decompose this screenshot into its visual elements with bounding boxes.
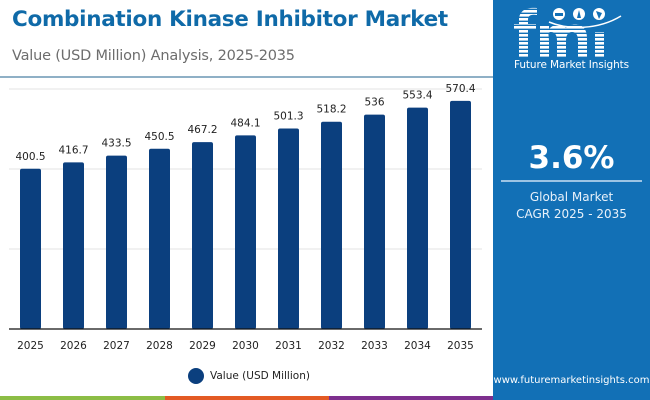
bar-2035: [450, 100, 471, 329]
cagr-label-line1: Global Market: [529, 190, 614, 204]
x-tick-2033: 2033: [361, 340, 388, 352]
x-tick-2029: 2029: [189, 340, 216, 352]
bar-2029: [192, 142, 213, 329]
x-tick-2032: 2032: [318, 340, 345, 352]
bar-2025: [20, 168, 41, 329]
bar-chart: 400.5 416.7 433.5 450.5 467.2 484.1 501.3 518.2…: [9, 83, 482, 352]
x-tick-2025: 2025: [17, 340, 44, 352]
header-divider: [0, 76, 493, 78]
bar-2032: [321, 121, 342, 329]
legend-label: Value (USD Million): [210, 370, 310, 382]
value-label-2034: 553.4: [402, 90, 432, 102]
legend: Value (USD Million): [188, 368, 310, 384]
value-label-2032: 518.2: [316, 104, 346, 116]
x-tick-2028: 2028: [146, 340, 173, 352]
logo-text: Future Market Insights: [513, 59, 630, 71]
x-tick-2026: 2026: [60, 340, 87, 352]
cagr-label: Global Market CAGR 2025 - 2035: [493, 189, 650, 223]
bar-2027: [106, 155, 127, 329]
x-tick-2034: 2034: [404, 340, 431, 352]
value-label-2035: 570.4: [445, 83, 475, 95]
bar-2026: [63, 162, 84, 329]
value-label-2027: 433.5: [101, 138, 131, 150]
x-tick-2035: 2035: [447, 340, 474, 352]
bottom-stripe-green: [0, 396, 165, 400]
legend-swatch: [188, 368, 204, 384]
x-tick-2027: 2027: [103, 340, 130, 352]
fmi-logo-icon: [514, 7, 622, 58]
value-label-2033: 536: [364, 97, 384, 109]
value-label-2029: 467.2: [187, 124, 217, 136]
bar-2034: [407, 107, 428, 329]
bar-2030: [235, 135, 256, 329]
x-tick-2030: 2030: [232, 340, 259, 352]
bar-2033: [364, 114, 385, 329]
cagr-value: 3.6%: [528, 140, 615, 176]
chart-subtitle: Value (USD Million) Analysis, 2025-2035: [12, 48, 295, 64]
value-label-2026: 416.7: [58, 144, 88, 156]
bottom-stripe-orange: [165, 396, 329, 400]
side-panel: Future Market Insights 3.6% Global Marke…: [493, 0, 650, 400]
bottom-stripe-purple: [329, 396, 493, 400]
cagr-divider: [501, 180, 642, 182]
bars: [20, 100, 471, 329]
value-label-2031: 501.3: [273, 110, 303, 122]
x-tick-labels: 2025 2026 2027 2028 2029 2030 2031 2032 2033 2034…: [17, 340, 474, 352]
value-label-2028: 450.5: [144, 131, 174, 143]
bar-2028: [149, 148, 170, 329]
chart-title: Combination Kinase Inhibitor Market: [12, 7, 448, 32]
value-labels: 400.5 416.7 433.5 450.5 467.2 484.1 501.3 518.2…: [15, 83, 475, 163]
bar-2031: [278, 128, 299, 329]
website-link[interactable]: www.futuremarketinsights.com: [493, 375, 650, 386]
value-label-2025: 400.5: [15, 151, 45, 163]
x-tick-2031: 2031: [275, 340, 302, 352]
value-label-2030: 484.1: [230, 117, 260, 129]
cagr-label-line2: CAGR 2025 - 2035: [516, 207, 627, 221]
